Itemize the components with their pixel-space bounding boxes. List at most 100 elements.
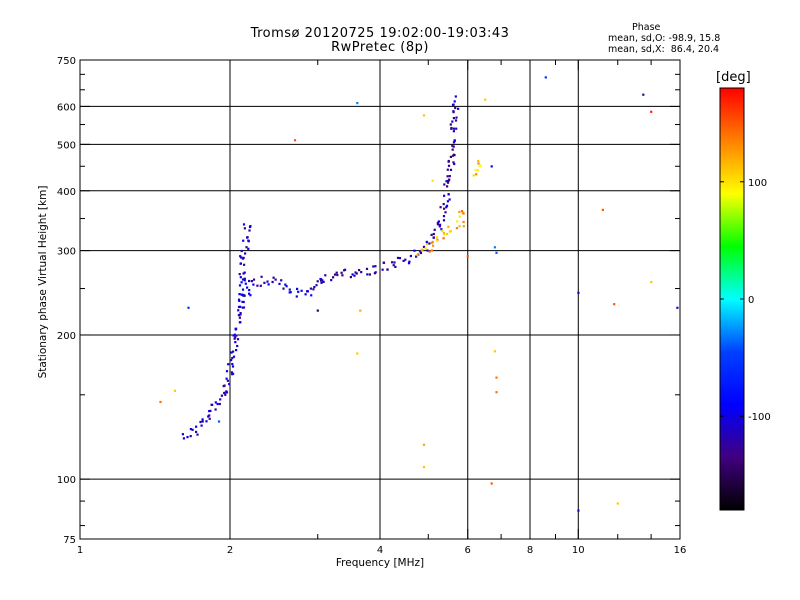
trace-point bbox=[234, 341, 237, 344]
trace-point bbox=[238, 316, 241, 319]
trace-point bbox=[374, 265, 377, 268]
trace-point bbox=[349, 276, 352, 279]
trace-point bbox=[446, 232, 449, 236]
trace-point bbox=[223, 384, 226, 387]
scatter-point bbox=[495, 391, 498, 394]
trace-point bbox=[271, 280, 274, 284]
scatter-point bbox=[356, 102, 359, 105]
trace-point bbox=[396, 256, 400, 259]
trace-point bbox=[428, 250, 431, 253]
stats-o-mode: mean, sd,O: -98.9, 15.8 bbox=[608, 33, 721, 44]
trace-point bbox=[226, 379, 229, 382]
trace-point bbox=[452, 130, 455, 133]
trace-point bbox=[248, 229, 251, 232]
trace-point bbox=[374, 271, 377, 274]
trace-point bbox=[209, 409, 212, 412]
trace-point bbox=[315, 284, 318, 287]
trace-point bbox=[235, 349, 238, 352]
trace-point bbox=[437, 220, 440, 223]
trace-point bbox=[241, 278, 245, 281]
trace-point bbox=[451, 144, 454, 147]
trace-point bbox=[181, 433, 184, 436]
trace-point bbox=[232, 350, 235, 353]
trace-point bbox=[440, 228, 443, 231]
scatter-point bbox=[359, 309, 362, 312]
trace-point bbox=[443, 194, 446, 197]
trace-point bbox=[455, 227, 458, 230]
trace-point bbox=[288, 288, 291, 291]
scatter-point bbox=[601, 208, 604, 211]
trace-point bbox=[313, 286, 316, 289]
trace-point bbox=[435, 239, 438, 242]
trace-point bbox=[354, 271, 357, 274]
trace-point bbox=[236, 338, 240, 341]
x-tick-label: 10 bbox=[572, 545, 585, 556]
trace-point bbox=[201, 418, 204, 421]
trace-point bbox=[446, 185, 449, 188]
trace-point bbox=[320, 279, 323, 282]
trace-point bbox=[462, 225, 465, 228]
trace-point bbox=[452, 161, 455, 164]
scatter-point bbox=[173, 389, 176, 392]
trace-point bbox=[297, 290, 300, 293]
trace-point bbox=[394, 265, 397, 268]
trace-point bbox=[441, 229, 444, 232]
trace-point bbox=[461, 210, 464, 213]
trace-point bbox=[228, 383, 231, 386]
trace-point bbox=[450, 126, 453, 130]
x-tick-label: 1 bbox=[77, 545, 83, 556]
y-tick-label: 600 bbox=[57, 102, 76, 113]
scatter-point bbox=[495, 251, 498, 254]
trace-point bbox=[426, 243, 429, 246]
trace-point bbox=[452, 117, 455, 120]
trace-point bbox=[230, 351, 233, 354]
trace-point bbox=[252, 278, 256, 281]
scatter-point bbox=[613, 303, 616, 306]
scatter-point bbox=[431, 179, 434, 182]
trace-point bbox=[238, 284, 242, 287]
trace-point bbox=[239, 313, 242, 316]
trace-point bbox=[416, 254, 419, 257]
data-points bbox=[159, 76, 679, 512]
colorbar-tick-label: 0 bbox=[748, 295, 754, 306]
trace-point bbox=[474, 169, 477, 172]
trace-point bbox=[247, 240, 250, 243]
y-tick-label: 200 bbox=[57, 331, 76, 342]
trace-point bbox=[239, 255, 242, 258]
trace-point bbox=[453, 139, 456, 142]
trace-point bbox=[241, 306, 244, 309]
trace-point bbox=[240, 281, 243, 284]
trace-point bbox=[237, 298, 241, 301]
trace-point bbox=[186, 436, 189, 439]
trace-point bbox=[448, 175, 451, 178]
trace-point bbox=[451, 148, 454, 151]
trace-point bbox=[210, 403, 213, 406]
trace-point bbox=[420, 248, 423, 251]
trace-point bbox=[306, 290, 309, 293]
trace-point bbox=[320, 278, 323, 281]
trace-point bbox=[241, 300, 244, 303]
trace-point bbox=[447, 159, 450, 163]
x-tick-label: 4 bbox=[377, 545, 383, 556]
trace-point bbox=[316, 280, 319, 283]
trace-point bbox=[208, 414, 211, 417]
scatter-point bbox=[544, 76, 547, 79]
trace-point bbox=[239, 305, 242, 308]
trace-point bbox=[246, 286, 249, 289]
trace-point bbox=[445, 206, 448, 209]
trace-point bbox=[243, 271, 246, 274]
trace-point bbox=[455, 127, 458, 130]
trace-point bbox=[472, 174, 475, 177]
trace-point bbox=[242, 239, 245, 242]
x-tick-label: 2 bbox=[227, 545, 233, 556]
trace-point bbox=[239, 262, 242, 265]
scatter-point bbox=[676, 306, 679, 309]
trace-point bbox=[436, 223, 439, 226]
trace-point bbox=[285, 285, 288, 288]
trace-point bbox=[452, 127, 455, 130]
trace-point bbox=[382, 261, 386, 264]
trace-point bbox=[218, 402, 221, 406]
trace-point bbox=[322, 280, 325, 283]
trace-point bbox=[243, 294, 246, 297]
trace-point bbox=[333, 273, 337, 276]
